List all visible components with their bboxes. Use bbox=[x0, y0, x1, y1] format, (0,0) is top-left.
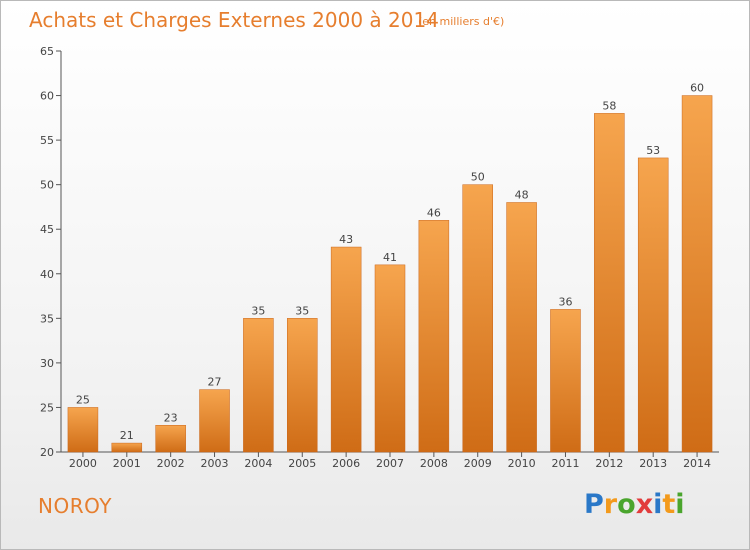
bar-2008 bbox=[418, 220, 450, 453]
brand-letter: r bbox=[603, 489, 618, 520]
data-label-2009: 50 bbox=[471, 171, 485, 184]
bar-2010 bbox=[506, 202, 537, 453]
x-tick-label: 2011 bbox=[551, 457, 579, 470]
x-tick-label: 2009 bbox=[464, 457, 492, 470]
chart-data-labels: 25 21 23 27 35 35 43 41 46 50 48 36 58 53 60 bbox=[76, 82, 704, 443]
chart-bars bbox=[67, 95, 713, 453]
data-label-2010: 48 bbox=[515, 188, 529, 201]
y-tick-label: 30 bbox=[40, 357, 54, 370]
data-label-2012: 58 bbox=[602, 99, 616, 112]
data-label-2005: 35 bbox=[295, 304, 309, 317]
y-tick-label: 35 bbox=[40, 312, 54, 325]
data-label-2001: 21 bbox=[120, 429, 134, 442]
y-tick-label: 40 bbox=[40, 268, 54, 281]
y-tick-label: 20 bbox=[40, 446, 54, 459]
brand-letter: i bbox=[675, 489, 685, 520]
brand-letter: x bbox=[635, 489, 654, 520]
brand-logo: Proxiti bbox=[584, 489, 685, 520]
y-tick-label: 60 bbox=[40, 90, 54, 103]
brand-letter: i bbox=[653, 489, 663, 520]
data-label-2007: 41 bbox=[383, 251, 397, 264]
x-tick-label: 2001 bbox=[113, 457, 141, 470]
y-tick-label: 45 bbox=[40, 223, 54, 236]
x-tick-label: 2014 bbox=[683, 457, 711, 470]
x-tick-label: 2004 bbox=[244, 457, 272, 470]
x-tick-label: 2005 bbox=[288, 457, 316, 470]
y-tick-label: 50 bbox=[40, 179, 54, 192]
x-tick-label: 2000 bbox=[69, 457, 97, 470]
data-label-2008: 46 bbox=[427, 206, 441, 219]
data-label-2014: 60 bbox=[690, 82, 704, 95]
brand-letter: P bbox=[584, 489, 604, 520]
bar-2007 bbox=[374, 264, 406, 453]
x-tick-label: 2008 bbox=[420, 457, 448, 470]
data-label-2011: 36 bbox=[558, 295, 572, 308]
place-name: NOROY bbox=[38, 494, 112, 518]
y-tick-label: 65 bbox=[40, 45, 54, 58]
chart-subtitle: (en milliers d'€) bbox=[418, 15, 505, 28]
y-tick-label: 25 bbox=[40, 401, 54, 414]
bar-2001 bbox=[111, 442, 143, 453]
x-tick-label: 2013 bbox=[639, 457, 667, 470]
x-tick-label: 2007 bbox=[376, 457, 404, 470]
data-label-2013: 53 bbox=[646, 144, 660, 157]
data-label-2003: 27 bbox=[208, 376, 222, 389]
data-label-2000: 25 bbox=[76, 393, 90, 406]
bar-2000 bbox=[67, 407, 99, 453]
x-tick-label: 2002 bbox=[157, 457, 185, 470]
data-label-2006: 43 bbox=[339, 233, 353, 246]
chart-title: Achats et Charges Externes 2000 à 2014 bbox=[29, 8, 439, 32]
x-tick-label: 2003 bbox=[201, 457, 229, 470]
bar-2009 bbox=[462, 184, 493, 453]
x-tick-label: 2006 bbox=[332, 457, 360, 470]
chart-axes: 20 25 30 35 40 45 50 55 60 65 2000 2001 2002 2003 2004… bbox=[40, 45, 719, 470]
bar-2014 bbox=[681, 95, 713, 453]
bar-2003 bbox=[199, 389, 230, 453]
bar-2004 bbox=[243, 318, 274, 453]
bar-2002 bbox=[155, 425, 186, 453]
data-label-2004: 35 bbox=[251, 304, 265, 317]
brand-letter: t bbox=[662, 489, 676, 520]
x-tick-label: 2010 bbox=[508, 457, 536, 470]
bar-2013 bbox=[637, 157, 669, 453]
data-label-2002: 23 bbox=[164, 411, 178, 424]
x-tick-label: 2012 bbox=[595, 457, 623, 470]
bar-2011 bbox=[550, 309, 581, 453]
bar-2012 bbox=[594, 113, 625, 453]
brand-letter: o bbox=[617, 489, 636, 520]
y-tick-label: 55 bbox=[40, 134, 54, 147]
bar-2005 bbox=[287, 318, 318, 453]
bar-2006 bbox=[330, 246, 362, 453]
